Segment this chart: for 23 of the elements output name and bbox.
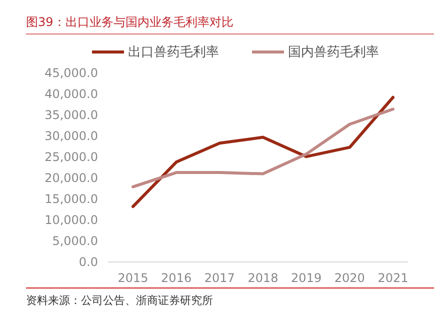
y-tick-label: 0.0 <box>78 255 98 270</box>
legend-label: 出口兽药毛利率 <box>128 44 219 60</box>
legend-label: 国内兽药毛利率 <box>288 44 379 60</box>
x-tick-label: 2016 <box>161 271 192 285</box>
x-tick-label: 2020 <box>334 271 365 285</box>
y-tick-label: 5,000.0 <box>52 234 98 248</box>
x-tick-label: 2021 <box>378 271 408 285</box>
x-tick-label: 2015 <box>118 271 148 285</box>
x-tick-label: 2019 <box>291 271 322 285</box>
line-series <box>132 96 394 208</box>
y-tick-label: 15,000.0 <box>44 192 98 206</box>
y-tick-label: 40,000.0 <box>44 87 98 102</box>
x-tick-label: 2018 <box>248 271 278 285</box>
y-tick-label: 30,000.0 <box>44 129 98 144</box>
x-tick-label: 2017 <box>204 271 235 285</box>
text: 资料来源：公司公告、浙商证券研究所 <box>26 294 213 307</box>
y-tick-label: 10,000.0 <box>44 213 98 228</box>
chart-title: 图39：出口业务与国内业务毛利率对比 <box>26 15 234 29</box>
line-series <box>132 108 394 188</box>
y-tick-label: 35,000.0 <box>44 108 98 122</box>
y-tick-label: 45,000.0 <box>44 66 98 80</box>
y-tick-label: 20,000.0 <box>44 171 98 186</box>
y-tick-label: 25,000.0 <box>44 150 98 164</box>
